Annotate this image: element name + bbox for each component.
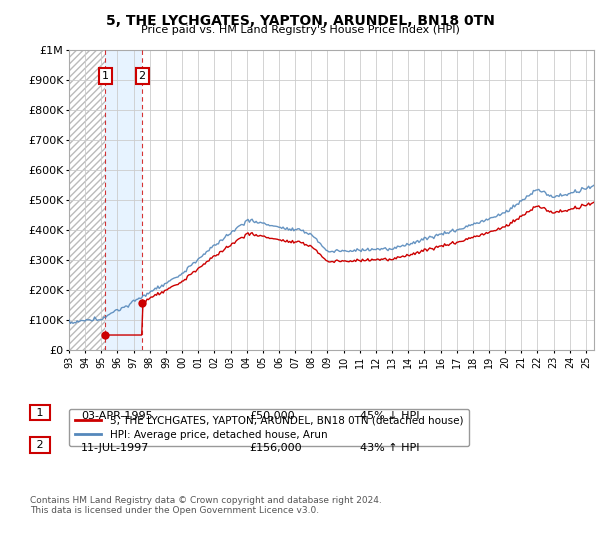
Text: Contains HM Land Registry data © Crown copyright and database right 2024.
This d: Contains HM Land Registry data © Crown c… [30,496,382,515]
Legend: 5, THE LYCHGATES, YAPTON, ARUNDEL, BN18 0TN (detached house), HPI: Average price: 5, THE LYCHGATES, YAPTON, ARUNDEL, BN18 … [69,409,469,446]
Text: 5, THE LYCHGATES, YAPTON, ARUNDEL, BN18 0TN: 5, THE LYCHGATES, YAPTON, ARUNDEL, BN18 … [106,14,494,28]
Text: 1: 1 [102,71,109,81]
Text: 2: 2 [139,71,146,81]
Text: £156,000: £156,000 [249,443,302,453]
Text: 03-APR-1995: 03-APR-1995 [81,410,152,421]
Text: Price paid vs. HM Land Registry's House Price Index (HPI): Price paid vs. HM Land Registry's House … [140,25,460,35]
Bar [69,50,106,350]
Text: 2: 2 [33,440,47,450]
Text: 45% ↓ HPI: 45% ↓ HPI [360,410,419,421]
Bar [106,50,142,350]
Text: 11-JUL-1997: 11-JUL-1997 [81,443,149,453]
Text: £50,000: £50,000 [249,410,295,421]
Text: 43% ↑ HPI: 43% ↑ HPI [360,443,419,453]
Text: 1: 1 [33,408,47,418]
